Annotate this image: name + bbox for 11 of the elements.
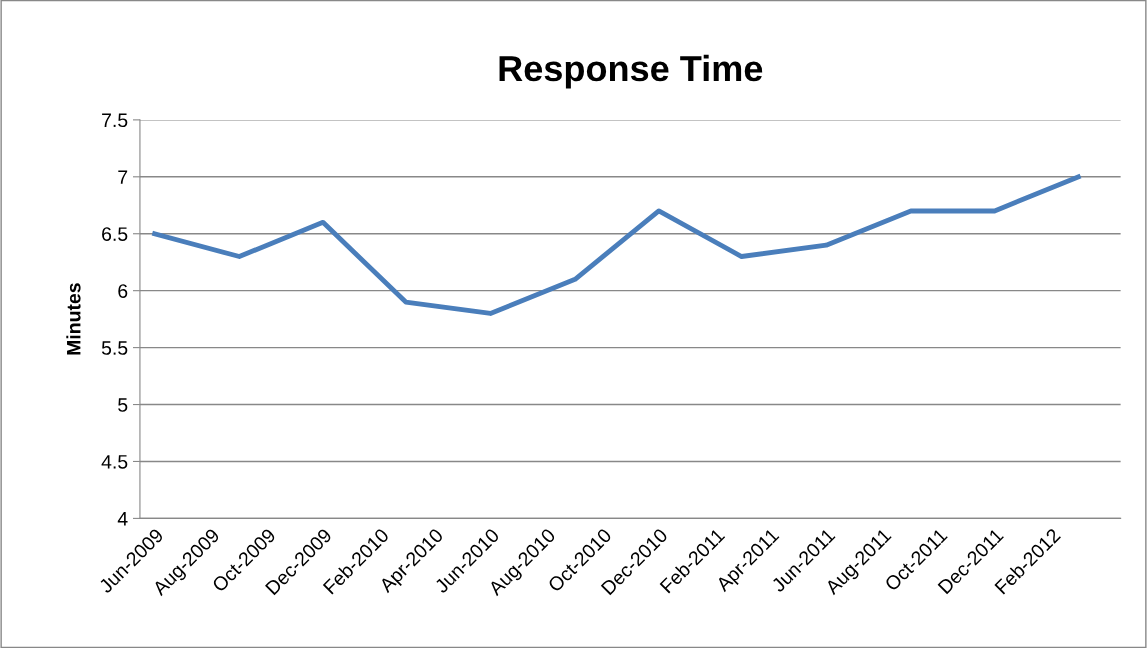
y-tick-label: 4.5 <box>101 455 128 469</box>
y-tick-label: 7.5 <box>102 113 128 128</box>
y-tick-label: 5 <box>118 398 128 412</box>
y-tick-label: 5.5 <box>101 341 128 355</box>
y-tick-label: 7 <box>118 170 128 184</box>
y-tick-label: 6 <box>118 284 128 298</box>
chart-title: Response Time <box>499 54 763 89</box>
y-tick-label: 6.5 <box>102 227 128 241</box>
line-series <box>152 174 1081 316</box>
y-tick-label: 4 <box>117 512 128 526</box>
y-axis-title: Minutes <box>66 283 81 355</box>
